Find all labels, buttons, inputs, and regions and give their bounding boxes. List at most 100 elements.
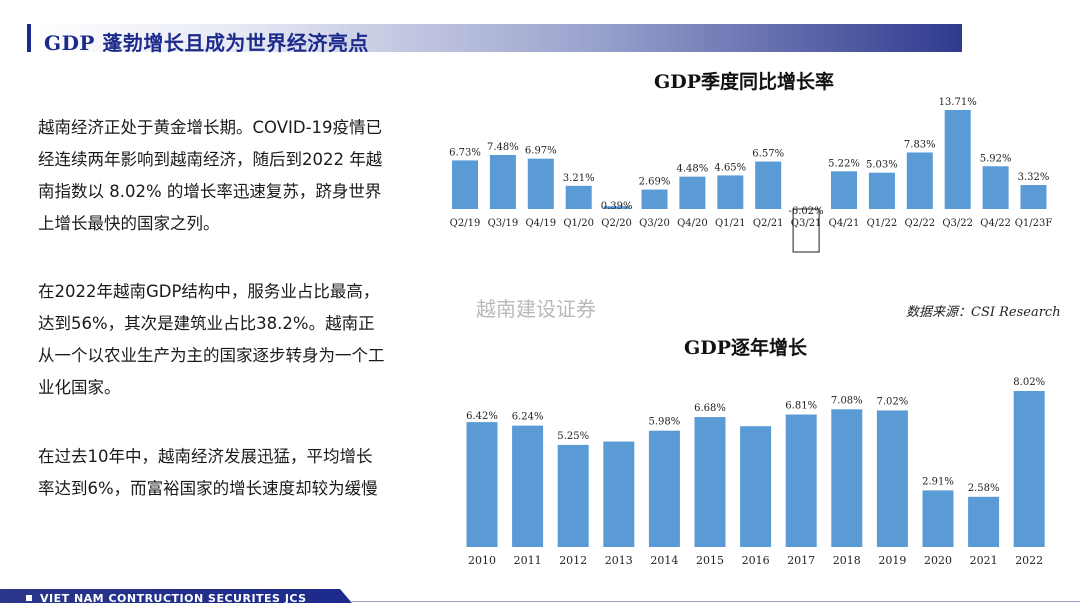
data-label-Q3/19: 7.48% bbox=[487, 142, 519, 153]
title-accent-bar bbox=[27, 24, 31, 52]
bar-Q4/19 bbox=[527, 158, 554, 209]
bar-Q4/21 bbox=[831, 171, 857, 209]
tick-label-2014: 2014 bbox=[650, 554, 678, 567]
bar-2021 bbox=[968, 496, 1000, 547]
tick-label-Q2/22: Q2/22 bbox=[904, 218, 935, 229]
data-label-2018: 7.08% bbox=[831, 395, 863, 406]
paragraph-recovery: 越南经济正处于黄金增长期。COVID-19疫情已经连续两年影响到越南经济，随后到… bbox=[38, 118, 383, 233]
data-label-2020: 2.91% bbox=[922, 476, 954, 487]
data-label-Q4/22: 5.92% bbox=[980, 153, 1012, 164]
data-label-Q2/21: 6.57% bbox=[752, 149, 784, 160]
bar-Q2/19 bbox=[452, 160, 478, 209]
data-label-Q4/21: 5.22% bbox=[828, 158, 860, 169]
footer-band bbox=[0, 589, 352, 603]
footer-rule bbox=[352, 601, 1080, 602]
tick-label-Q4/22: Q4/22 bbox=[980, 218, 1011, 229]
bar-2016 bbox=[740, 426, 772, 547]
annual-gdp-chart: 6.42% 2010 6.24% 2011 5.25% 2012 2013 5.98% 2014… bbox=[466, 377, 1045, 567]
data-label-Q3/21: -6.02% bbox=[789, 206, 824, 217]
data-label-2014: 5.98% bbox=[649, 417, 681, 428]
bar-2010 bbox=[466, 422, 498, 547]
data-label-2021: 2.58% bbox=[968, 483, 1000, 494]
footer-bullet bbox=[26, 595, 32, 601]
tick-label-2018: 2018 bbox=[833, 554, 861, 567]
bar-2020 bbox=[922, 490, 954, 547]
data-label-Q1/23F: 3.32% bbox=[1018, 172, 1050, 183]
bar-2017 bbox=[785, 414, 817, 547]
tick-label-Q3/19: Q3/19 bbox=[488, 218, 519, 229]
bar-2014 bbox=[648, 430, 680, 547]
quarterly-chart-title: GDP季度同比增长率 bbox=[654, 71, 834, 93]
tick-label-2010: 2010 bbox=[468, 554, 496, 567]
data-label-2012: 5.25% bbox=[557, 431, 589, 442]
data-label-2017: 6.81% bbox=[785, 401, 817, 412]
data-label-Q3/22: 13.71% bbox=[939, 97, 977, 108]
data-label-Q4/20: 4.48% bbox=[677, 164, 709, 175]
bar-Q3/22 bbox=[944, 110, 971, 209]
bar-Q1/21 bbox=[717, 175, 744, 209]
bar-Q3/19 bbox=[489, 154, 516, 209]
tick-label-Q4/19: Q4/19 bbox=[525, 218, 556, 229]
data-label-Q1/20: 3.21% bbox=[563, 173, 595, 184]
bar-Q1/22 bbox=[868, 172, 895, 209]
tick-label-Q4/21: Q4/21 bbox=[829, 218, 860, 229]
bar-Q4/22 bbox=[982, 166, 1009, 209]
data-label-2015: 6.68% bbox=[694, 403, 726, 414]
paragraph-structure: 在2022年越南GDP结构中，服务业占比最高，达到56%，其次是建筑业占比38.… bbox=[38, 282, 385, 397]
bar-Q3/20 bbox=[641, 189, 668, 209]
bar-Q3/21 bbox=[792, 208, 820, 253]
data-label-Q3/20: 2.69% bbox=[639, 177, 671, 188]
bar-Q2/22 bbox=[906, 152, 933, 209]
bar-Q1/20 bbox=[565, 185, 592, 209]
tick-label-2019: 2019 bbox=[878, 554, 906, 567]
data-label-Q2/20: 0.39% bbox=[601, 201, 633, 212]
title-band bbox=[34, 24, 962, 52]
bar-Q2/21 bbox=[755, 161, 782, 209]
tick-label-2012: 2012 bbox=[559, 554, 587, 567]
tick-label-Q1/21: Q1/21 bbox=[715, 218, 746, 229]
bar-2015 bbox=[694, 417, 726, 547]
data-label-Q1/21: 4.65% bbox=[714, 162, 746, 173]
bar-2018 bbox=[831, 409, 863, 547]
tick-label-Q4/20: Q4/20 bbox=[677, 218, 708, 229]
data-label-Q2/22: 7.83% bbox=[904, 139, 936, 150]
tick-label-2011: 2011 bbox=[514, 554, 542, 567]
tick-label-2016: 2016 bbox=[742, 554, 770, 567]
data-label-Q4/19: 6.97% bbox=[525, 146, 557, 157]
tick-label-Q2/21: Q2/21 bbox=[753, 218, 784, 229]
data-label-2010: 6.42% bbox=[466, 411, 498, 422]
tick-label-2020: 2020 bbox=[924, 554, 952, 567]
tick-label-Q1/23F: Q1/23F bbox=[1015, 218, 1053, 229]
footer-company: VIET NAM CONTRUCTION SECURITES JCS bbox=[40, 592, 307, 605]
watermark: 越南建设证券 bbox=[476, 297, 596, 321]
tick-label-Q2/19: Q2/19 bbox=[450, 218, 481, 229]
data-label-2019: 7.02% bbox=[877, 396, 909, 407]
data-source: 数据来源：CSI Research bbox=[906, 305, 1061, 320]
tick-label-2013: 2013 bbox=[605, 554, 633, 567]
tick-label-Q2/20: Q2/20 bbox=[601, 218, 632, 229]
tick-label-Q1/22: Q1/22 bbox=[867, 218, 898, 229]
tick-label-2017: 2017 bbox=[787, 554, 815, 567]
paragraph-decade: 在过去10年中，越南经济发展迅猛，平均增长率达到6%，而富裕国家的增长速度却较为… bbox=[38, 447, 378, 498]
bar-Q1/23F bbox=[1020, 185, 1047, 209]
data-label-2022: 8.02% bbox=[1013, 377, 1045, 388]
tick-label-Q3/21: Q3/21 bbox=[791, 218, 822, 229]
quarterly-gdp-chart: 6.73% Q2/19 7.48% Q3/19 6.97% Q4/19 3.21% Q1/20… bbox=[449, 97, 1053, 253]
tick-label-2022: 2022 bbox=[1015, 554, 1043, 567]
tick-label-2021: 2021 bbox=[970, 554, 998, 567]
bar-Q4/20 bbox=[679, 176, 706, 209]
tick-label-Q1/20: Q1/20 bbox=[563, 218, 594, 229]
tick-label-Q3/20: Q3/20 bbox=[639, 218, 670, 229]
tick-label-Q3/22: Q3/22 bbox=[942, 218, 973, 229]
bar-2013 bbox=[603, 441, 635, 547]
data-label-2011: 6.24% bbox=[512, 412, 544, 423]
data-label-Q2/19: 6.73% bbox=[449, 147, 481, 158]
annual-chart-title: GDP逐年增长 bbox=[684, 337, 807, 359]
bar-2022 bbox=[1013, 391, 1045, 547]
bar-2011 bbox=[512, 425, 544, 547]
data-label-Q1/22: 5.03% bbox=[866, 160, 898, 171]
bar-2012 bbox=[557, 444, 589, 547]
page-title: GDP 蓬勃增长且成为世界经济亮点 bbox=[44, 31, 369, 55]
bar-2019 bbox=[876, 410, 908, 547]
tick-label-2015: 2015 bbox=[696, 554, 724, 567]
